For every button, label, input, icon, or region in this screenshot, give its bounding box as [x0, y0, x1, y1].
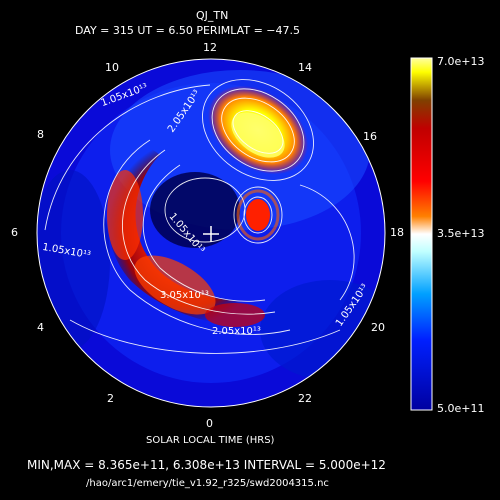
pole-marker [203, 226, 219, 242]
colorbar-label-max: 7.0e+13 [437, 55, 485, 68]
tick-label-lt-18: 18 [390, 226, 404, 239]
footer-file-path: /hao/arc1/emery/tie_v1.92_r325/swd200431… [86, 478, 329, 489]
tick-label-lt-4: 4 [37, 321, 44, 334]
x-axis-label: SOLAR LOCAL TIME (HRS) [146, 435, 275, 446]
tick-label-lt-2: 2 [107, 392, 114, 405]
tick-label-lt-14: 14 [298, 61, 312, 74]
tick-label-lt-6: 6 [11, 226, 18, 239]
colorbar-label-mid: 3.5e+13 [437, 227, 485, 240]
colorbar-label-min: 5.0e+11 [437, 402, 485, 415]
contour-label: 3.05x10¹³ [160, 290, 209, 301]
tick-label-lt-12: 12 [203, 41, 217, 54]
chart-title: QJ_TN [196, 9, 229, 22]
heatmap-field [37, 59, 385, 407]
colorbar [410, 57, 433, 411]
chart-subtitle: DAY = 315 UT = 6.50 PERIMLAT = −47.5 [75, 24, 300, 37]
tick-label-lt-8: 8 [37, 128, 44, 141]
contour-label: 2.05x10¹³ [212, 326, 261, 337]
tick-label-lt-0: 0 [206, 417, 213, 430]
tick-label-lt-20: 20 [371, 321, 385, 334]
polar-boundary [36, 58, 386, 408]
tick-label-lt-22: 22 [298, 392, 312, 405]
tick-label-lt-10: 10 [105, 61, 119, 74]
footer-stats: MIN,MAX = 8.365e+11, 6.308e+13 INTERVAL … [27, 458, 386, 472]
tick-label-lt-16: 16 [363, 130, 377, 143]
